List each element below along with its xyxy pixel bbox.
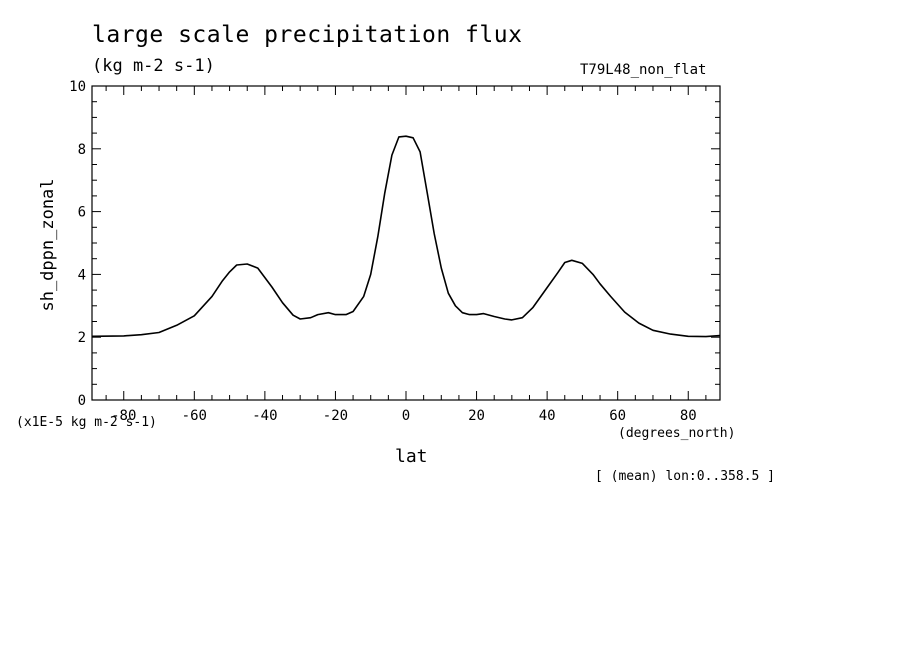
- x-tick-label: 80: [680, 408, 697, 424]
- y-tick-label: 8: [78, 142, 86, 158]
- chart-title: large scale precipitation flux: [92, 22, 523, 48]
- y-tick-label: 2: [78, 330, 86, 346]
- x-tick-label: -60: [182, 408, 207, 424]
- x-tick-label: 0: [402, 408, 410, 424]
- x-tick-label: -20: [323, 408, 348, 424]
- x-tick-label: -80: [111, 408, 136, 424]
- plot-frame: [91, 85, 721, 401]
- y-tick-label: 4: [78, 267, 86, 283]
- dataset-label: T79L48_non_flat: [580, 62, 707, 78]
- y-tick-label: 6: [78, 205, 86, 221]
- chart-units: (kg m-2 s-1): [92, 56, 215, 76]
- x-tick-label: -40: [252, 408, 277, 424]
- scale-factor-note: (x1E-5 kg m-2 s-1): [16, 415, 157, 430]
- mean-note: [ (mean) lon:0..358.5 ]: [595, 469, 776, 484]
- x-tick-label: 40: [539, 408, 556, 424]
- x-axis-label: lat: [395, 446, 428, 467]
- series-line: [91, 135, 721, 338]
- x-axis-units: (degrees_north): [618, 426, 736, 441]
- x-tick-label: 20: [468, 408, 485, 424]
- y-tick-label: 10: [69, 79, 86, 95]
- y-tick-label: 0: [78, 393, 86, 409]
- x-tick-label: 60: [609, 408, 626, 424]
